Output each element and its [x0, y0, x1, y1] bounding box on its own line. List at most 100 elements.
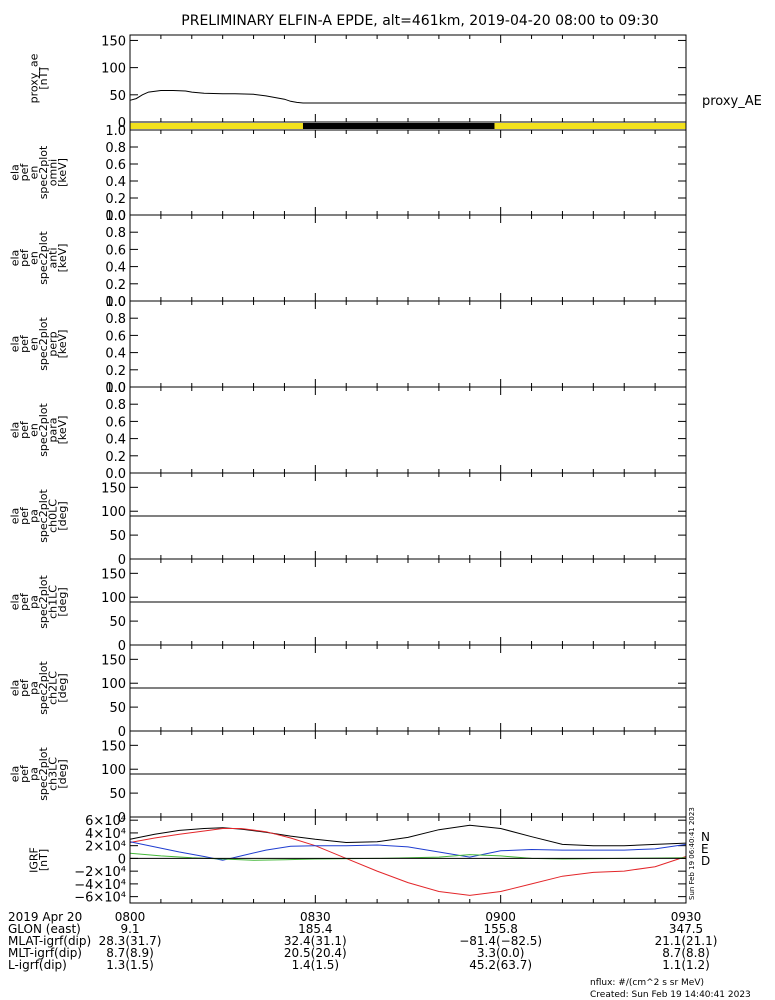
panels: 050100150proxy_ae[nT]proxy_AE0.00.20.40.… — [8, 34, 762, 905]
pa-ch2-ytick-label: 150 — [101, 653, 126, 668]
spec-perp-ylabel: pef — [18, 334, 31, 353]
pa-ch2-ylabel: pa — [27, 681, 40, 695]
footer-cell: 1.3(1.5) — [106, 958, 154, 972]
footer-cell: 0900 — [485, 910, 516, 924]
spec-para-ytick-label: 0.4 — [105, 433, 126, 448]
pa-ch0-ytick-label: 0 — [118, 553, 126, 568]
footer-row-label: MLAT-igrf(dip) — [8, 934, 91, 948]
pa-ch0-ylabel: ch0LC — [46, 499, 59, 533]
proxy-ae-ytick-label: 0 — [118, 116, 126, 131]
footer-cell: 3.3(0.0) — [477, 946, 525, 960]
spec-anti-ytick-label: 0.2 — [105, 278, 126, 293]
pa-ch1-ylabel: ela — [8, 594, 21, 611]
pa-ch0-ytick-label: 100 — [101, 505, 126, 520]
spec-omni-ytick-label: 0.0 — [105, 209, 126, 224]
spec-omni-ytick-label: 0.8 — [105, 141, 126, 156]
spec-omni-ylabel: en — [27, 166, 40, 180]
pa-ch3-ylabel: pa — [27, 767, 40, 781]
igrf-ytick-label: −2×10⁴ — [74, 865, 126, 880]
igrf-legend-E: E — [701, 842, 709, 856]
footer-cell: 28.3(31.7) — [99, 934, 162, 948]
spec-anti-ylabel: [keV] — [56, 244, 69, 273]
footer-cell: 0800 — [115, 910, 146, 924]
proxy-ae-ytick-label: 50 — [109, 89, 126, 104]
footer-cell: 155.8 — [483, 922, 517, 936]
pa-ch0-ylabel: spec2plot — [37, 489, 50, 543]
spec-para-ylabel: ela — [8, 422, 21, 439]
pa-ch0-ylabel: pef — [18, 506, 31, 525]
pa-ch1-ylabel: spec2plot — [37, 575, 50, 629]
spec-omni-ylabel: omni — [46, 159, 59, 186]
spec-para-frame — [129, 386, 687, 474]
igrf-green-line — [129, 852, 687, 861]
spec-anti-frame — [129, 214, 687, 302]
footer-row-label: MLT-igrf(dip) — [8, 946, 82, 960]
pa-ch1-ylabel: pa — [27, 595, 40, 609]
pa-ch2-ytick-label: 0 — [118, 725, 126, 740]
pa-ch2-ylabel: pef — [18, 678, 31, 697]
pa-ch1-ytick-label: 150 — [101, 567, 126, 582]
state-bar-segment — [130, 123, 303, 129]
spec-omni-frame — [129, 129, 687, 216]
pa-ch3-ylabel: ela — [8, 766, 21, 783]
pa-ch1-ytick-label: 0 — [118, 639, 126, 654]
igrf-ylabel: [nT] — [37, 849, 50, 871]
spec-omni-ytick-label: 0.2 — [105, 192, 126, 207]
footer-cell: 1.1(1.2) — [662, 958, 710, 972]
footer-cell: 0830 — [300, 910, 331, 924]
state-bar-segment — [494, 123, 686, 129]
igrf-ytick-label: 2×10⁴ — [85, 840, 126, 855]
spec-perp-ytick-label: 0.2 — [105, 364, 126, 379]
proxy-ae-ytick-label: 100 — [101, 62, 126, 77]
spec-omni-ytick-label: 0.4 — [105, 175, 126, 190]
proxy-ae-series-name: proxy_AE — [702, 94, 762, 109]
footer-table: 2019 Apr 20 0800 0830 0900 0930 GLON (east) 9.… — [8, 910, 717, 972]
plot-title: PRELIMINARY ELFIN-A EPDE, alt=461km, 201… — [181, 13, 658, 29]
proxy-ae-ylabel: [nT] — [37, 67, 50, 89]
pa-ch2-ytick-label: 50 — [109, 701, 126, 716]
spec-anti-ylabel: en — [27, 251, 40, 265]
pa-ch0-ylabel: ela — [8, 508, 21, 525]
spec-omni-ytick-label: 1.0 — [105, 124, 126, 139]
spec-omni-ylabel: ela — [8, 164, 21, 181]
side-stamp: Sun Feb 19 06:40:41 2023 — [688, 807, 696, 900]
spec-para-ytick-label: 0.6 — [105, 415, 126, 430]
igrf-ytick-label: 0 — [118, 852, 126, 867]
igrf-ytick-label: 6×10⁴ — [85, 814, 126, 829]
nflux-label: nflux: #/(cm^2 s sr MeV) — [590, 978, 704, 988]
spec-para-ylabel: pef — [18, 420, 31, 439]
pa-ch3-ytick-label: 100 — [101, 763, 126, 778]
pa-ch3-ylabel: pef — [18, 764, 31, 783]
spec-para-ytick-label: 0.2 — [105, 450, 126, 465]
spec-perp-ylabel: spec2plot — [37, 317, 50, 371]
spec-perp-ytick-label: 0.8 — [105, 312, 126, 327]
footer-cell: 0930 — [671, 910, 702, 924]
spec-anti-ylabel: ela — [8, 250, 21, 267]
footer-cell: −81.4(−82.5) — [459, 934, 542, 948]
igrf-black-line — [129, 824, 687, 847]
spec-para-ytick-label: 1.0 — [105, 381, 126, 396]
pa-ch2-ylabel: ela — [8, 680, 21, 697]
pa-ch2-ylabel: [deg] — [56, 673, 69, 702]
spec-perp-ytick-label: 0.4 — [105, 347, 126, 362]
pa-ch0-ylabel: pa — [27, 509, 40, 523]
spec-perp-ytick-label: 0.6 — [105, 329, 126, 344]
pa-ch3-ylabel: spec2plot — [37, 747, 50, 801]
proxy-ae-ylabel: proxy_ae — [27, 53, 40, 103]
proxy-ae-ytick-label: 150 — [101, 34, 126, 49]
pa-ch2-ytick-label: 100 — [101, 677, 126, 692]
spec-omni-ytick-label: 0.6 — [105, 158, 126, 173]
footer-cell: 347.5 — [669, 922, 703, 936]
pa-ch0-ytick-label: 50 — [109, 529, 126, 544]
footer-cell: 8.7(8.9) — [106, 946, 154, 960]
spec-anti-ytick-label: 0.4 — [105, 261, 126, 276]
pa-ch2-ylabel: spec2plot — [37, 661, 50, 715]
pa-ch3-ylabel: ch3LC — [46, 757, 59, 791]
spec-para-ytick-label: 0.8 — [105, 398, 126, 413]
igrf-red-line — [129, 828, 687, 896]
pa-ch3-ytick-label: 150 — [101, 739, 126, 754]
spec-anti-ytick-label: 0.6 — [105, 243, 126, 258]
spec-perp-ylabel: perp — [46, 331, 59, 356]
igrf-frame — [129, 816, 687, 904]
